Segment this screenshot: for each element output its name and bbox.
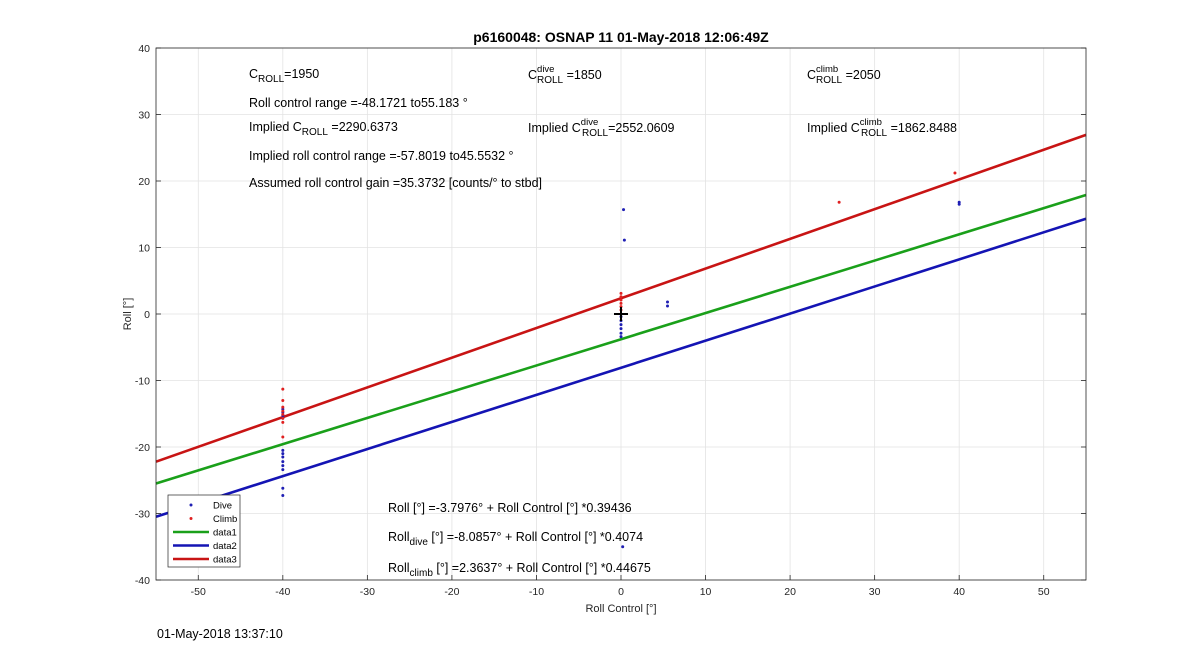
point-climb bbox=[619, 295, 623, 299]
x-tick-label: -40 bbox=[275, 586, 290, 598]
plot-frame bbox=[155, 47, 1087, 581]
point-dive bbox=[957, 202, 961, 206]
annotation-gain: Assumed roll control gain =35.3732 [coun… bbox=[249, 176, 542, 190]
legend-label: data3 bbox=[213, 555, 237, 566]
point-dive bbox=[621, 545, 625, 549]
x-axis-label: Roll Control [°] bbox=[585, 603, 656, 615]
point-climb bbox=[619, 291, 623, 295]
point-dive bbox=[281, 448, 285, 452]
point-dive bbox=[619, 327, 623, 331]
point-dive bbox=[281, 494, 285, 498]
point-climb bbox=[619, 298, 623, 302]
point-dive bbox=[619, 335, 623, 339]
fit-line-data3 bbox=[155, 133, 1087, 463]
chart-title: p6160048: OSNAP 11 01-May-2018 12:06:49Z bbox=[473, 29, 769, 45]
y-tick-label: -30 bbox=[135, 509, 150, 521]
fit-line-data2 bbox=[155, 217, 1087, 519]
annotation-implied-range: Implied roll control range =-57.8019 to4… bbox=[249, 149, 514, 163]
point-dive bbox=[619, 331, 623, 335]
annotation-roll-range: Roll control range =-48.1721 to55.183 ° bbox=[249, 96, 468, 110]
annotation-implied-croll: Implied CROLL =2290.6373 bbox=[249, 120, 398, 138]
point-dive bbox=[619, 323, 623, 327]
point-dive bbox=[281, 468, 285, 472]
point-climb bbox=[281, 387, 285, 391]
annotation-croll-dive: Cdive ROLL =1850 bbox=[528, 64, 602, 86]
x-tick-label: -10 bbox=[529, 586, 544, 598]
point-dive bbox=[666, 304, 669, 308]
x-tick-label: 50 bbox=[1038, 586, 1050, 598]
annotation-fit-climb: Rollclimb [°] =2.3637° + Roll Control [°… bbox=[388, 561, 651, 579]
y-tick-label: 10 bbox=[138, 243, 150, 255]
point-climb bbox=[837, 200, 841, 204]
point-climb bbox=[281, 398, 285, 402]
axis-ticks: -50 -40 -30 -20 -10 0 10 20 30 40 50 -40 -30 -20 -10 0 1… bbox=[135, 43, 1086, 598]
legend-marker-climb bbox=[189, 517, 193, 520]
point-dive bbox=[622, 208, 626, 212]
legend-label: Climb bbox=[213, 514, 237, 525]
point-climb bbox=[281, 409, 285, 413]
y-tick-label: 0 bbox=[144, 309, 150, 321]
y-tick-label: -20 bbox=[135, 442, 150, 454]
point-dive bbox=[281, 486, 285, 490]
x-tick-label: -30 bbox=[360, 586, 375, 598]
point-dive bbox=[281, 455, 285, 459]
x-tick-label: 30 bbox=[869, 586, 881, 598]
legend-label: Dive bbox=[213, 501, 232, 512]
x-tick-label: -50 bbox=[191, 586, 206, 598]
point-climb bbox=[281, 420, 285, 424]
point-dive bbox=[666, 300, 669, 304]
point-climb bbox=[281, 412, 285, 416]
annotation-fit-all: Roll [°] =-3.7976° + Roll Control [°] *0… bbox=[388, 501, 632, 515]
legend: Dive Climb data1 data2 data3 bbox=[167, 494, 241, 568]
x-tick-label: 20 bbox=[784, 586, 796, 598]
timestamp: 01-May-2018 13:37:10 bbox=[157, 627, 283, 641]
fit-lines bbox=[155, 133, 1087, 519]
legend-marker-dive bbox=[189, 503, 193, 507]
point-climb bbox=[281, 405, 285, 409]
x-tick-label: 10 bbox=[700, 586, 712, 598]
fit-line-data1 bbox=[155, 193, 1087, 485]
x-tick-label: 0 bbox=[618, 586, 624, 598]
point-dive bbox=[622, 238, 626, 242]
x-tick-label: 40 bbox=[953, 586, 965, 598]
point-climb bbox=[953, 171, 957, 175]
y-axis-label: Roll [°] bbox=[122, 298, 134, 331]
legend-label: data2 bbox=[213, 541, 237, 552]
point-dive bbox=[281, 460, 285, 464]
y-tick-label: 20 bbox=[138, 176, 150, 188]
y-tick-label: -10 bbox=[135, 376, 150, 388]
center-marker bbox=[614, 307, 628, 321]
y-tick-label: -40 bbox=[135, 575, 150, 587]
annotation-fit-dive: Rolldive [°] =-8.0857° + Roll Control [°… bbox=[388, 530, 643, 548]
annotation-implied-croll-dive: Implied Cdive ROLL=2552.0609 bbox=[528, 117, 675, 139]
legend-label: data1 bbox=[213, 528, 237, 539]
point-climb bbox=[619, 301, 623, 305]
y-tick-label: 40 bbox=[138, 43, 150, 55]
x-tick-label: -20 bbox=[444, 586, 459, 598]
annotation-croll-climb: Cclimb ROLL =2050 bbox=[807, 64, 881, 86]
point-climb bbox=[281, 435, 285, 439]
point-dive bbox=[281, 464, 285, 468]
point-climb bbox=[281, 416, 285, 420]
point-dive bbox=[281, 452, 285, 456]
y-tick-label: 30 bbox=[138, 110, 150, 122]
annotation-croll: CROLL=1950 bbox=[249, 67, 319, 85]
annotation-implied-croll-climb: Implied Cclimb ROLL =1862.8488 bbox=[807, 117, 957, 139]
